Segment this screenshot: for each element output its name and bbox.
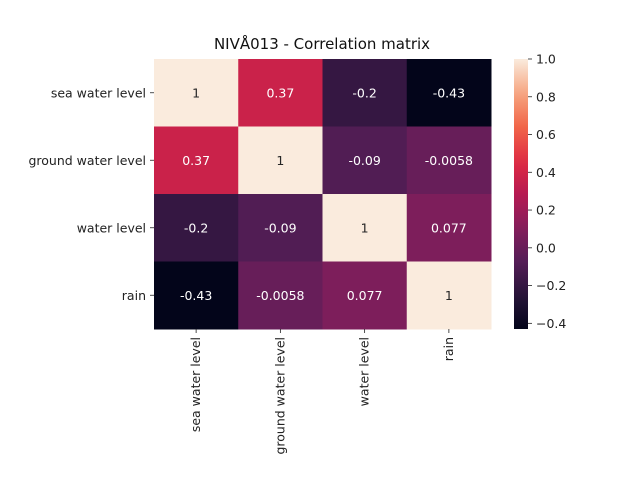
column-label: rain bbox=[441, 337, 456, 361]
cell-value-label: -0.0058 bbox=[425, 153, 473, 168]
heatmap-cell bbox=[238, 194, 323, 262]
heatmap-cell bbox=[154, 59, 239, 127]
colorbar-tick-label: 0.8 bbox=[536, 89, 556, 104]
colorbar-tick-label: −0.4 bbox=[536, 316, 566, 331]
column-labels: sea water level ground water level water l… bbox=[188, 329, 456, 455]
heatmap-cell bbox=[322, 261, 408, 330]
colorbar-ticks: 1.0 0.8 0.6 0.4 0.2 0.0 −0.2 −0.4 bbox=[528, 52, 566, 331]
cell-value-label: 1 bbox=[445, 288, 453, 303]
colorbar-tick-label: 0.0 bbox=[536, 240, 556, 255]
cell-value-label: -0.43 bbox=[433, 85, 465, 100]
colorbar-tick-label: 0.4 bbox=[536, 165, 556, 180]
colorbar-tick-label: 1.0 bbox=[536, 52, 556, 67]
colorbar-tick-label: −0.2 bbox=[536, 278, 566, 293]
cell-value-label: 1 bbox=[192, 85, 200, 100]
cell-value-label: -0.0058 bbox=[256, 288, 304, 303]
colorbar-tick-label: 0.2 bbox=[536, 203, 556, 218]
heatmap-cell bbox=[154, 261, 239, 330]
cell-value-label: -0.2 bbox=[184, 220, 208, 235]
cell-value-label: -0.2 bbox=[352, 85, 376, 100]
heatmap-cells bbox=[154, 59, 492, 330]
column-label: sea water level bbox=[188, 337, 203, 432]
cell-value-label: 0.077 bbox=[347, 288, 383, 303]
row-label: rain bbox=[122, 288, 146, 303]
cell-value-label: 1 bbox=[361, 220, 369, 235]
cell-value-label: -0.09 bbox=[348, 153, 380, 168]
row-labels: sea water level ground water level water l… bbox=[28, 85, 154, 303]
heatmap-cell bbox=[406, 194, 492, 262]
cell-value-label: 0.37 bbox=[266, 85, 294, 100]
column-label: ground water level bbox=[272, 337, 287, 455]
cell-value-label: 0.37 bbox=[182, 153, 210, 168]
heatmap-cell bbox=[322, 126, 408, 195]
row-label: sea water level bbox=[51, 85, 146, 100]
heatmap-cell bbox=[322, 59, 408, 127]
heatmap-cell bbox=[406, 59, 492, 127]
heatmap-cell bbox=[406, 261, 492, 330]
colorbar bbox=[514, 59, 528, 329]
heatmap-cell bbox=[154, 126, 239, 195]
column-label: water level bbox=[357, 337, 372, 406]
heatmap-cell bbox=[322, 194, 408, 262]
cell-value-label: -0.09 bbox=[264, 220, 296, 235]
heatmap-cell bbox=[238, 261, 323, 330]
heatmap-cell bbox=[238, 59, 323, 127]
heatmap-cell bbox=[406, 126, 492, 195]
heatmap-annotations: 1 0.37 -0.2 -0.43 0.37 1 -0.09 -0.0058 -0.2 -0.09… bbox=[180, 85, 473, 303]
row-label: water level bbox=[77, 220, 146, 235]
heatmap-cell bbox=[154, 194, 239, 262]
row-label: ground water level bbox=[28, 153, 146, 168]
cell-value-label: -0.43 bbox=[180, 288, 212, 303]
chart-title: NIVÅ013 - Correlation matrix bbox=[214, 34, 430, 53]
cell-value-label: 0.077 bbox=[431, 220, 467, 235]
colorbar-tick-label: 0.6 bbox=[536, 127, 556, 142]
cell-value-label: 1 bbox=[276, 153, 284, 168]
heatmap-cell bbox=[238, 126, 323, 195]
